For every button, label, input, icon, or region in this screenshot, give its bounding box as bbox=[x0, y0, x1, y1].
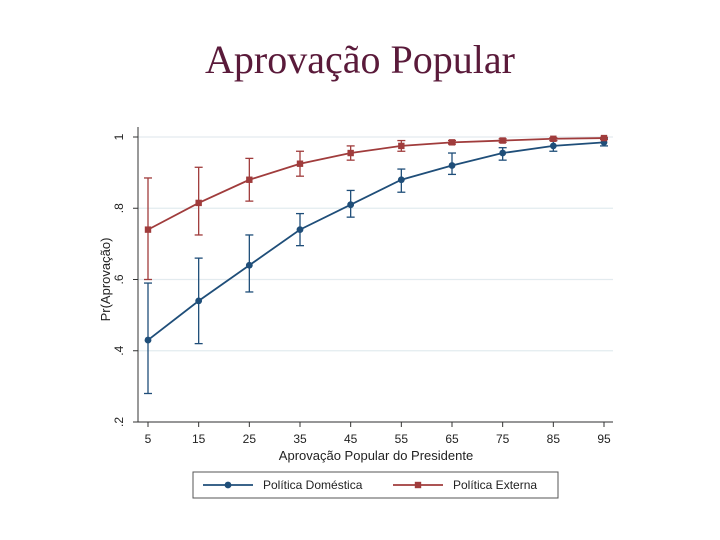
data-point-externa bbox=[144, 226, 152, 233]
data-point-domestica bbox=[499, 149, 507, 157]
x-tick-label: 65 bbox=[445, 432, 459, 446]
y-tick-label: 1 bbox=[112, 133, 126, 140]
data-point-externa bbox=[499, 137, 506, 144]
x-tick-label: 5 bbox=[145, 432, 152, 446]
data-point-domestica bbox=[245, 261, 253, 269]
data-point-domestica bbox=[397, 176, 405, 184]
x-tick-label: 85 bbox=[547, 432, 561, 446]
x-tick-label: 45 bbox=[344, 432, 358, 446]
data-point-externa bbox=[246, 176, 253, 183]
data-point-externa bbox=[398, 142, 405, 150]
data-point-domestica bbox=[347, 201, 355, 209]
x-tick-label: 75 bbox=[496, 432, 510, 446]
series-line-externa bbox=[147, 137, 605, 231]
plot-area bbox=[138, 127, 613, 422]
x-tick-label: 15 bbox=[192, 432, 206, 446]
data-point-domestica bbox=[448, 162, 456, 169]
legend-marker-externa bbox=[414, 481, 422, 489]
series-line-domestica bbox=[147, 141, 605, 341]
data-point-externa bbox=[550, 135, 557, 142]
x-axis-title: Aprovação Popular do Presidente bbox=[279, 448, 473, 463]
data-point-domestica bbox=[195, 297, 203, 305]
data-point-domestica bbox=[296, 226, 304, 234]
y-tick-label: .8 bbox=[112, 203, 126, 213]
legend-label-domestica: Política Doméstica bbox=[263, 478, 363, 492]
y-axis-title: Pr(Aprovação) bbox=[98, 238, 113, 322]
legend-marker-domestica bbox=[224, 481, 232, 489]
slide-title: Aprovação Popular bbox=[205, 37, 515, 82]
x-tick-label: 25 bbox=[243, 432, 257, 446]
y-tick-label: .2 bbox=[112, 417, 126, 427]
legend-label-externa: Política Externa bbox=[453, 478, 537, 492]
data-point-domestica bbox=[144, 336, 152, 344]
x-tick-label: 95 bbox=[597, 432, 611, 446]
data-point-externa bbox=[296, 160, 304, 167]
data-point-externa bbox=[600, 134, 608, 142]
data-point-externa bbox=[195, 199, 202, 207]
y-tick-label: .6 bbox=[112, 274, 126, 284]
data-point-domestica bbox=[549, 142, 557, 150]
y-tick-label: .4 bbox=[112, 345, 126, 355]
x-tick-label: 35 bbox=[293, 432, 307, 446]
data-point-externa bbox=[448, 139, 456, 146]
legend-box bbox=[192, 471, 559, 499]
chart-frame: .2.4.6.8 1 5 15 25 35 45 55 65 75 85 95 Aprovação Po… bbox=[88, 112, 618, 512]
x-tick-label: 55 bbox=[395, 432, 409, 446]
data-point-externa bbox=[347, 149, 354, 157]
